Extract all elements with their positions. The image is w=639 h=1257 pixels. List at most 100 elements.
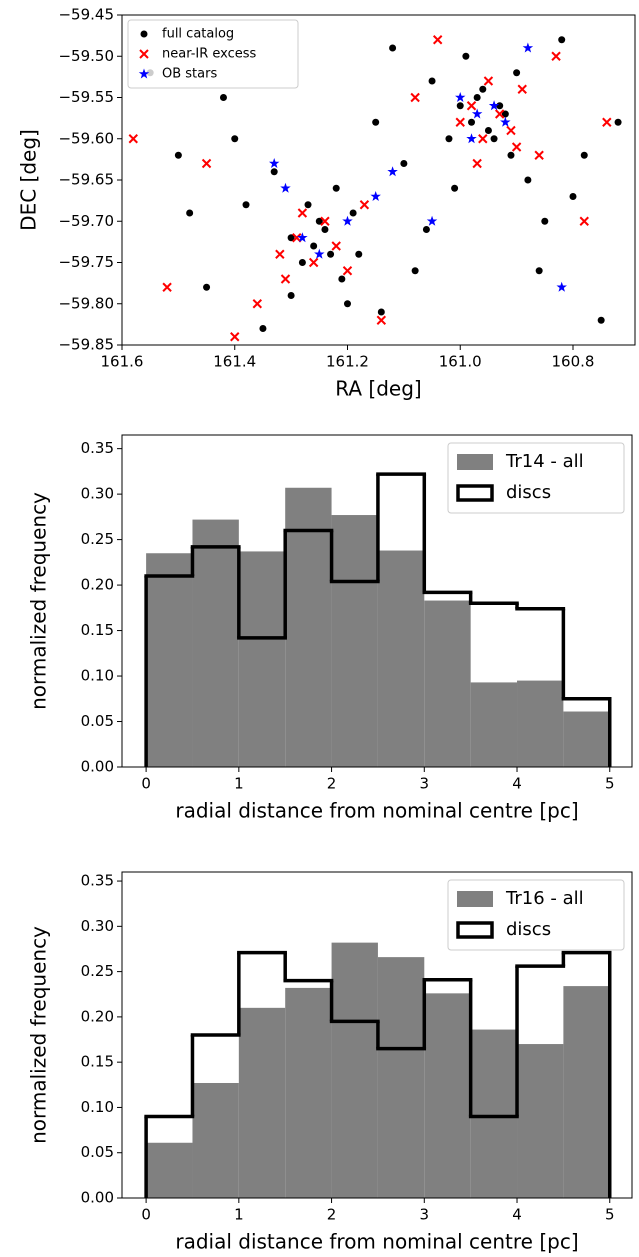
x-axis-label: RA [deg] [335, 377, 421, 401]
hist-bar [424, 993, 471, 1198]
point [473, 94, 481, 101]
point [558, 36, 566, 44]
point [297, 208, 308, 218]
point [400, 160, 408, 167]
point [522, 42, 534, 53]
hist-bar [470, 1029, 518, 1198]
y-tick-label: 0.35 [81, 872, 114, 890]
point [472, 158, 482, 169]
point [579, 216, 589, 226]
x-tick-label: 161.6 [101, 353, 144, 371]
y-tick-label: 0.05 [81, 1143, 114, 1161]
point [304, 201, 312, 209]
point [456, 102, 464, 110]
point [342, 266, 353, 276]
point [551, 51, 561, 61]
point [287, 234, 295, 242]
x-tick-label: 3 [420, 1206, 430, 1224]
hist-bar [331, 515, 378, 767]
point [349, 209, 357, 217]
y-tick-label: 0.20 [81, 576, 114, 594]
point [321, 226, 329, 233]
y-tick-label: 0.35 [81, 439, 114, 457]
y-tick-label: 0.25 [81, 530, 114, 548]
point [297, 232, 308, 243]
y-tick-label: −59.55 [58, 88, 114, 106]
y-tick-label: 0.25 [81, 962, 114, 980]
point [342, 215, 353, 226]
point [468, 118, 476, 126]
point [338, 275, 346, 283]
hist-bar [377, 550, 425, 767]
point [524, 176, 532, 184]
y-tick-label: 0.00 [81, 758, 114, 776]
x-axis-label: radial distance from nominal centre [pc] [175, 799, 578, 823]
point [387, 166, 398, 177]
y-tick-label: −59.45 [58, 6, 114, 24]
y-tick-label: 0.15 [81, 1053, 114, 1071]
hist-bar [563, 711, 610, 767]
point [462, 52, 470, 60]
x-tick-label: 161.2 [326, 353, 369, 371]
point [252, 299, 263, 309]
point [327, 250, 335, 258]
legend-swatch [456, 484, 494, 502]
legend-label: OB stars [162, 67, 217, 82]
hist-bar [563, 986, 610, 1198]
hist-bar [146, 1142, 193, 1198]
plot-frame [121, 871, 633, 1199]
y-tick-label: 0.10 [81, 667, 114, 685]
legend-label: Tr16 - all [505, 888, 584, 909]
plot-frame [121, 434, 633, 768]
point [372, 118, 380, 126]
y-tick-label: 0.20 [81, 1007, 114, 1025]
point [501, 110, 509, 118]
y-axis-label: normalized frequency [27, 926, 51, 1144]
point [455, 92, 466, 102]
x-tick-label: 160.8 [552, 353, 595, 371]
y-tick-label: −59.65 [58, 171, 114, 189]
legend-label: discs [506, 482, 551, 503]
point [428, 77, 436, 85]
y-tick-label: 0.15 [81, 621, 114, 639]
chart: 0 1 2 3 4 5 0.00 0.05 0.10 0.15 0.20 0.25 0.30 0.35 ra… [27, 871, 633, 1254]
y-tick-label: 0.30 [81, 485, 114, 503]
chart: 0 1 2 3 4 5 0.00 0.05 0.10 0.15 0.20 0.25 0.30 0.35 ra… [27, 434, 633, 823]
hist-bar [285, 987, 332, 1198]
hist-bar [377, 957, 425, 1198]
x-tick-label: 5 [605, 1206, 615, 1224]
hist-bar [285, 487, 332, 767]
y-tick-label: −59.70 [58, 212, 114, 230]
chart: 161.6 161.4 161.2 161.0 160.8 −59.85 −59.80 −59… [17, 6, 636, 401]
hist-bar [146, 553, 193, 767]
point [451, 184, 459, 192]
y-tick-label: 0.00 [81, 1189, 114, 1207]
point [597, 316, 605, 324]
point [496, 102, 504, 110]
point [488, 100, 500, 111]
point [511, 142, 522, 152]
y-tick-label: −59.60 [58, 129, 114, 147]
point [315, 217, 323, 225]
point [370, 191, 381, 201]
point [377, 308, 385, 316]
x-tick-label: 161.4 [213, 353, 256, 371]
point [242, 201, 250, 209]
plot-area [128, 35, 622, 342]
y-axis-label: DEC [deg] [17, 129, 41, 231]
point [140, 30, 148, 38]
point [541, 217, 549, 225]
point [331, 241, 341, 251]
point [483, 76, 494, 86]
point [426, 215, 438, 226]
hist-bar [192, 1082, 239, 1198]
plot-area [146, 487, 610, 767]
point [490, 135, 498, 143]
point [280, 274, 291, 284]
point [614, 118, 622, 126]
point [534, 150, 544, 160]
point [332, 184, 340, 192]
point [320, 216, 330, 226]
